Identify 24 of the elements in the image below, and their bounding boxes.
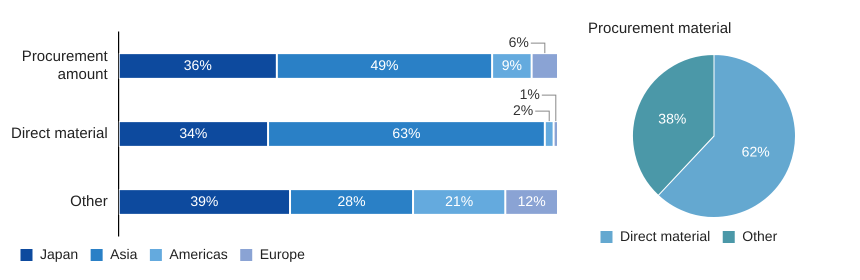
y-tick-label: Other [70, 193, 108, 210]
legend-label: Direct material [620, 228, 710, 244]
chart-title: Procurement material [588, 20, 732, 38]
legend-label: Japan [40, 246, 78, 262]
data-label: 63% [392, 124, 420, 141]
data-label: 6% [508, 34, 529, 50]
legend-label: Other [742, 228, 778, 244]
data-label: 28% [338, 192, 366, 209]
data-label: 39% [190, 192, 218, 209]
y-tick-label: Procurement amount [22, 48, 109, 84]
data-label: 34% [179, 124, 208, 141]
y-tick-label: Direct material [11, 125, 108, 142]
data-label: 38% [658, 110, 686, 126]
data-label: 21% [445, 192, 474, 209]
data-label: 36% [184, 56, 212, 73]
legend-label: Asia [110, 246, 138, 262]
data-label: 49% [370, 56, 398, 73]
data-label: 12% [518, 192, 546, 209]
legend-label: Americas [169, 246, 228, 262]
data-label: 2% [512, 102, 534, 118]
data-label: 1% [520, 86, 540, 102]
data-label: 62% [742, 143, 770, 160]
data-label: 9% [502, 56, 522, 73]
legend-label: Europe [260, 246, 306, 262]
